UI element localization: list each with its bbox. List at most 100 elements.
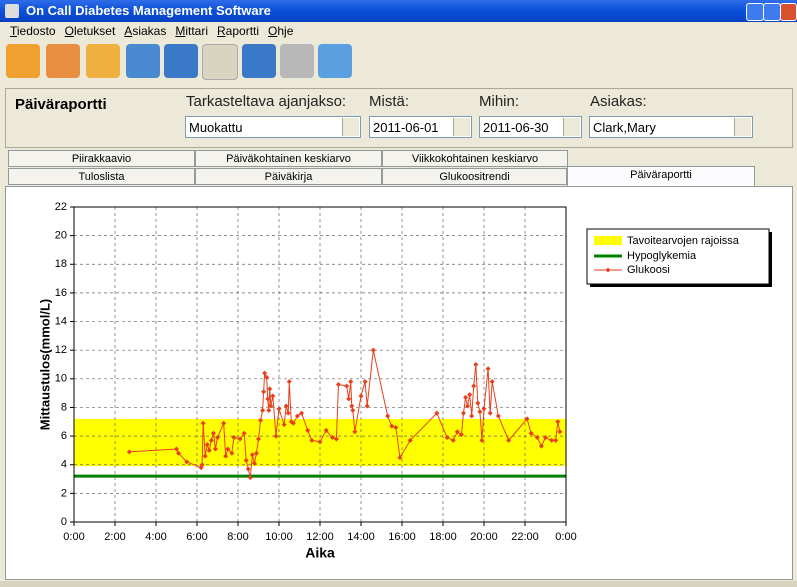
glucose-point — [204, 442, 210, 448]
active-tab[interactable]: Päiväraportti — [567, 166, 755, 187]
y-tick-label: 10 — [55, 373, 67, 385]
glucose-point — [397, 455, 403, 461]
period-dropdown[interactable]: Muokattu — [185, 116, 361, 138]
report-heading: Päiväraportti — [15, 96, 107, 113]
menu-item[interactable]: Ohje — [268, 24, 294, 38]
tab[interactable]: Piirakkaavio — [8, 150, 195, 167]
title-bar: On Call Diabetes Management Software — [0, 0, 797, 22]
tab[interactable]: Päiväkirja — [195, 168, 382, 185]
client-button[interactable] — [126, 44, 160, 78]
menu-item[interactable]: Mittari — [175, 24, 208, 38]
minimize-button[interactable] — [746, 3, 764, 21]
from-date-picker[interactable]: 2011-06-01 — [369, 116, 472, 138]
glucose-point — [265, 396, 271, 402]
glucose-point — [262, 370, 268, 376]
glucose-point — [286, 379, 292, 385]
tab[interactable]: Päiväkohtainen keskiarvo — [195, 150, 382, 167]
y-tick-label: 20 — [55, 230, 67, 242]
x-tick-label: 10:00 — [265, 531, 293, 543]
x-tick-label: 0:00 — [63, 531, 84, 543]
menu-item[interactable]: Tiedosto — [10, 24, 56, 38]
client-dropdown[interactable]: Clark,Mary — [589, 116, 753, 138]
glucose-point — [174, 446, 179, 452]
menu-item[interactable]: Raportti — [217, 24, 260, 38]
glucose-point — [184, 459, 190, 465]
glucose-point — [549, 437, 555, 443]
legend-swatch — [594, 236, 622, 245]
glucose-point — [348, 379, 354, 385]
menu-bar: Tiedosto Oletukset Asiakas Mittari Raportti O… — [10, 24, 302, 38]
glucose-point — [206, 447, 212, 453]
glucose-point — [344, 383, 350, 389]
glucose-point — [323, 427, 329, 433]
glucose-point — [126, 449, 132, 455]
glucose-point — [352, 429, 358, 435]
open-button[interactable] — [86, 44, 120, 78]
y-tick-label: 12 — [55, 344, 67, 356]
refresh-button[interactable] — [318, 44, 352, 78]
x-tick-label: 22:00 — [511, 531, 539, 543]
glucose-point — [534, 435, 540, 441]
glucose-point — [317, 439, 323, 445]
glucose-point — [267, 386, 273, 392]
y-tick-label: 6 — [61, 430, 67, 442]
glucose-point — [247, 475, 253, 481]
y-tick-label: 4 — [61, 459, 67, 471]
glucose-point — [290, 420, 296, 426]
meter-button[interactable] — [164, 44, 198, 78]
glucose-point — [229, 450, 235, 456]
glucose-point — [333, 436, 339, 442]
menu-item[interactable]: Asiakas — [124, 24, 167, 38]
to-date-picker[interactable]: 2011-06-30 — [479, 116, 582, 138]
glucose-point — [349, 403, 355, 409]
glucose-point — [241, 430, 247, 436]
x-tick-label: 4:00 — [145, 531, 166, 543]
y-tick-label: 16 — [55, 287, 67, 299]
print-button[interactable] — [242, 44, 276, 78]
glucose-point — [243, 457, 249, 463]
maximize-button[interactable] — [763, 3, 781, 21]
menu-item[interactable]: Oletukset — [64, 24, 116, 38]
glucose-point — [487, 410, 493, 416]
glucose-point — [481, 406, 487, 412]
glucose-point — [261, 389, 267, 395]
back-button[interactable] — [6, 44, 40, 78]
email-button[interactable] — [280, 44, 314, 78]
glucose-point — [469, 413, 475, 419]
glucose-point — [225, 446, 231, 452]
glucose-point — [555, 419, 561, 425]
glucose-point — [495, 413, 501, 419]
glucose-point — [506, 437, 512, 443]
glucose-point — [450, 437, 456, 443]
y-tick-label: 0 — [61, 516, 67, 528]
glucose-point — [538, 443, 544, 449]
glucose-point — [266, 407, 272, 413]
tab[interactable]: Tuloslista — [8, 168, 195, 185]
window-title: On Call Diabetes Management Software — [26, 3, 271, 18]
glucose-point — [358, 393, 364, 399]
glucose-point — [553, 437, 559, 443]
home-button[interactable] — [46, 44, 80, 78]
glucose-point — [231, 435, 237, 441]
tab[interactable]: Glukoositrendi — [382, 168, 567, 185]
glucose-point — [221, 420, 227, 426]
glucose-point — [329, 435, 335, 441]
glucose-point — [362, 379, 368, 385]
x-tick-label: 2:00 — [104, 531, 125, 543]
y-axis-label: Mittaustulos(mmol/L) — [37, 299, 52, 430]
glucose-point — [237, 436, 243, 442]
x-tick-label: 12:00 — [306, 531, 334, 543]
glucose-point — [385, 413, 391, 419]
glucose-point — [258, 417, 264, 423]
close-button[interactable] — [780, 3, 797, 21]
glucose-point — [557, 429, 563, 435]
glucose-point — [200, 420, 206, 426]
y-tick-label: 22 — [55, 201, 67, 213]
tab[interactable]: Viikkokohtainen keskiarvo — [382, 150, 568, 167]
glucose-point — [212, 446, 218, 452]
glucose-point — [479, 437, 485, 443]
report-button[interactable] — [202, 44, 238, 80]
glucose-line — [129, 350, 561, 478]
y-tick-label: 18 — [55, 258, 67, 270]
